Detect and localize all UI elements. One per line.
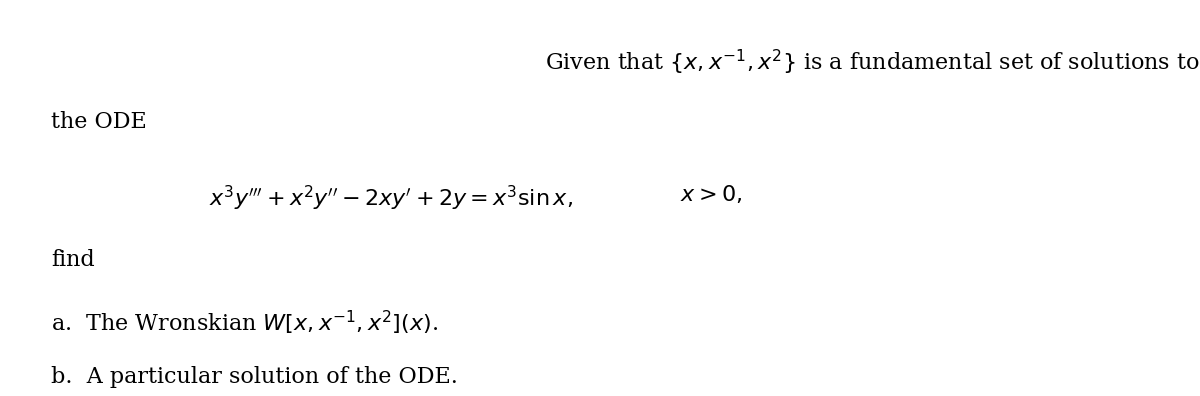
Text: $x > 0,$: $x > 0,$ — [679, 184, 742, 206]
Text: the ODE: the ODE — [52, 111, 146, 133]
Text: $x^3y''' + x^2y'' - 2xy' + 2y = x^3 \sin x,$: $x^3y''' + x^2y'' - 2xy' + 2y = x^3 \sin… — [209, 184, 574, 213]
Text: a.  The Wronskian $W[x, x^{-1}, x^2](x)$.: a. The Wronskian $W[x, x^{-1}, x^2](x)$. — [52, 309, 438, 337]
Text: Given that $\{x, x^{-1}, x^2\}$ is a fundamental set of solutions to: Given that $\{x, x^{-1}, x^2\}$ is a fun… — [545, 48, 1200, 77]
Text: b.  A particular solution of the ODE.: b. A particular solution of the ODE. — [52, 366, 458, 388]
Text: find: find — [52, 249, 95, 272]
